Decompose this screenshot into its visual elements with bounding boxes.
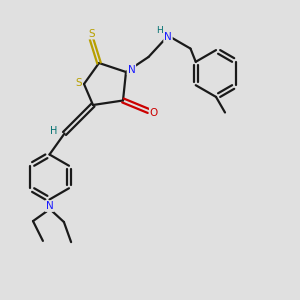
Text: N: N xyxy=(46,201,53,211)
Text: S: S xyxy=(75,77,82,88)
Text: N: N xyxy=(128,64,135,75)
Text: S: S xyxy=(88,28,95,39)
Text: O: O xyxy=(150,107,158,118)
Text: H: H xyxy=(50,126,58,136)
Text: N: N xyxy=(164,32,172,42)
Text: H: H xyxy=(157,26,163,35)
